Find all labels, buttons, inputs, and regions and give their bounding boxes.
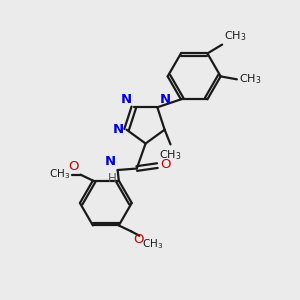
Text: N: N xyxy=(105,155,116,168)
Text: O: O xyxy=(68,160,79,173)
Text: CH$_3$: CH$_3$ xyxy=(142,237,164,251)
Text: CH$_3$: CH$_3$ xyxy=(159,148,182,162)
Text: CH$_3$: CH$_3$ xyxy=(239,72,261,86)
Text: O: O xyxy=(133,233,144,246)
Text: N: N xyxy=(120,93,131,106)
Text: CH$_3$: CH$_3$ xyxy=(49,167,70,181)
Text: CH$_3$: CH$_3$ xyxy=(224,29,247,43)
Text: N: N xyxy=(160,93,171,106)
Text: O: O xyxy=(160,158,171,171)
Text: H: H xyxy=(107,172,116,185)
Text: N: N xyxy=(112,123,124,136)
